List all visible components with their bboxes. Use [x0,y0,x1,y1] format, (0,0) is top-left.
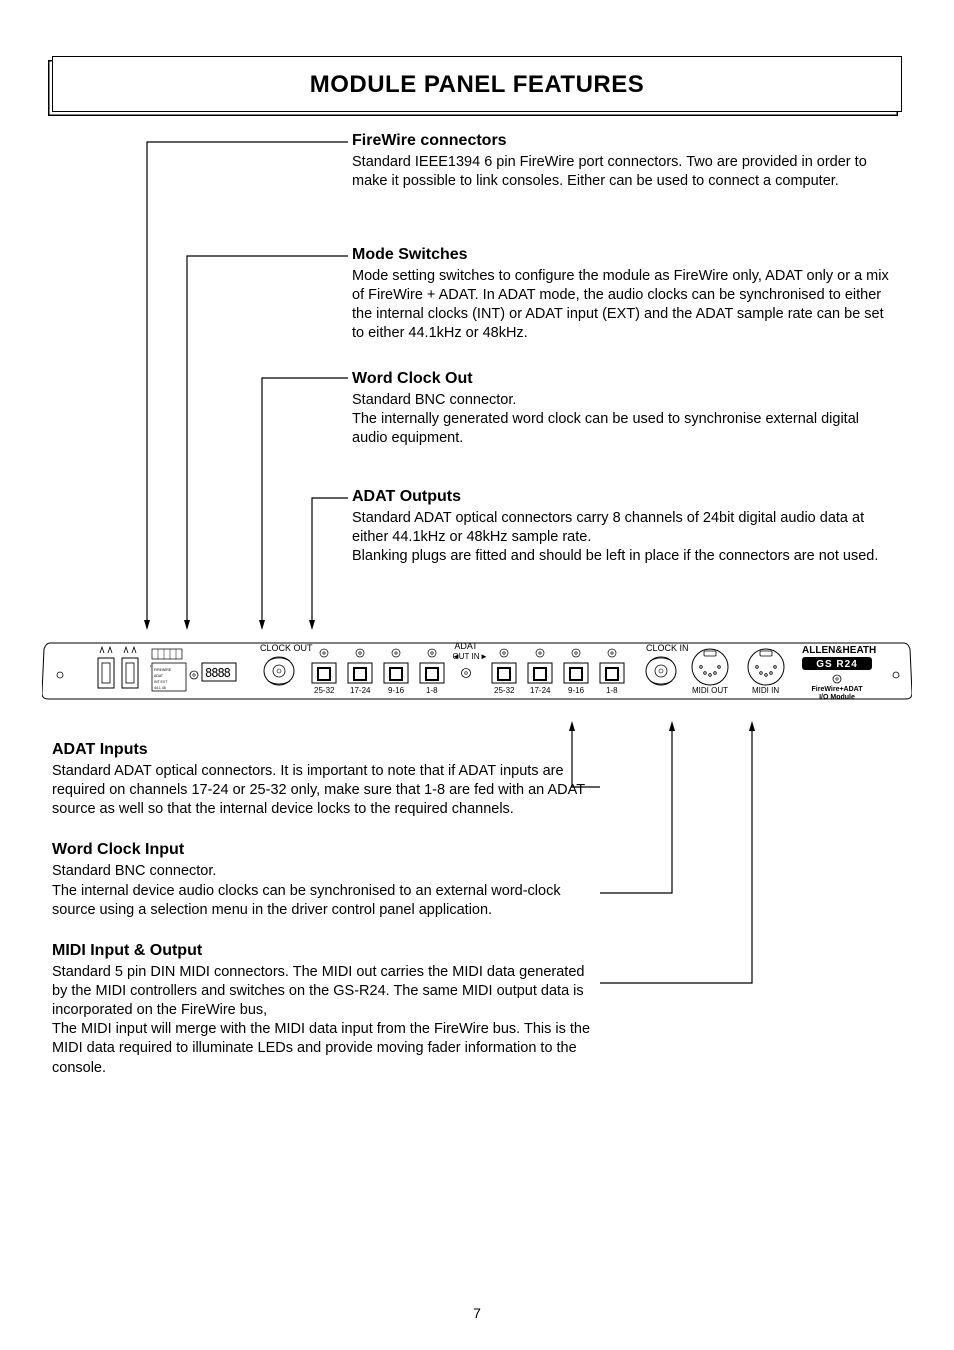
label-clock-out: CLOCK OUT [260,643,313,653]
svg-text:GS R24: GS R24 [816,659,858,670]
page-number: 7 [0,1304,954,1322]
body-midi-1: Standard 5 pin DIN MIDI connectors. The … [52,963,592,1020]
body-word-clock-out-2: The internally generated word clock can … [352,410,898,448]
section-firewire: FireWire connectors Standard IEEE1394 6 … [352,130,898,191]
section-word-clock-out: Word Clock Out Standard BNC connector. T… [352,368,898,448]
firewire-port-1-icon [98,647,114,688]
adat-in-group: 25-32 17-24 9-16 1-8 [492,649,624,695]
heading-word-clock-input: Word Clock Input [52,839,592,860]
brand-block: ALLEN&HEATH GS R24 FireWire+ADAT I/O Mod… [802,645,876,701]
body-word-clock-out-1: Standard BNC connector. [352,391,898,410]
svg-text:►: ► [480,652,488,661]
display-icon: 8888 [202,663,236,681]
body-adat-outputs-2: Blanking plugs are fitted and should be … [352,547,898,566]
section-midi-io: MIDI Input & Output Standard 5 pin DIN M… [52,940,592,1078]
lower-callout-area: ADAT Inputs Standard ADAT optical connec… [52,739,902,1078]
firewire-port-2-icon [122,647,138,688]
body-wci-2: The internal device audio clocks can be … [52,882,592,920]
upper-callout-area: FireWire connectors Standard IEEE1394 6 … [52,130,902,635]
heading-word-clock-out: Word Clock Out [352,368,898,389]
midi-out-din-icon [692,649,728,685]
svg-text:44.1 48: 44.1 48 [154,686,166,690]
adat-out-group: 25-32 17-24 9-16 1-8 [312,649,444,695]
body-wci-1: Standard BNC connector. [52,862,592,881]
clock-in-bnc-icon [646,657,676,685]
heading-firewire: FireWire connectors [352,130,898,151]
body-firewire: Standard IEEE1394 6 pin FireWire port co… [352,153,898,191]
page-title-bar: MODULE PANEL FEATURES [52,56,902,112]
body-mode-switches: Mode setting switches to configure the m… [352,267,898,344]
svg-text:1-8: 1-8 [426,686,438,695]
svg-text:FireWire+ADAT: FireWire+ADAT [812,686,864,693]
svg-text:ADAT: ADAT [154,674,164,678]
svg-text:9-16: 9-16 [388,686,405,695]
module-panel-diagram: 1 FIREWIRE ADAT INT EXT 44.1 48 8888 CLO… [42,635,912,713]
label-clock-in: CLOCK IN [646,643,689,653]
lower-text-column: ADAT Inputs Standard ADAT optical connec… [52,739,592,1078]
body-midi-2: The MIDI input will merge with the MIDI … [52,1020,592,1077]
body-adat-inputs: Standard ADAT optical connectors. It is … [52,762,592,819]
heading-midi-io: MIDI Input & Output [52,940,592,961]
section-adat-outputs: ADAT Outputs Standard ADAT optical conne… [352,486,898,566]
svg-text:ALLEN&HEATH: ALLEN&HEATH [802,645,876,656]
svg-text:1-8: 1-8 [606,686,618,695]
svg-text:25-32: 25-32 [314,686,335,695]
svg-text:25-32: 25-32 [494,686,515,695]
heading-adat-outputs: ADAT Outputs [352,486,898,507]
mode-switch-block-icon: 1 FIREWIRE ADAT INT EXT 44.1 48 [150,649,186,691]
section-word-clock-input: Word Clock Input Standard BNC connector.… [52,839,592,919]
upper-callout-lines [52,130,352,635]
page-title: MODULE PANEL FEATURES [310,71,645,98]
svg-text:INT EXT: INT EXT [154,680,168,684]
heading-mode-switches: Mode Switches [352,244,898,265]
label-midi-out: MIDI OUT [692,686,728,695]
label-adat: ADAT [454,641,478,651]
clock-out-bnc-icon [264,657,294,685]
svg-text:FIREWIRE: FIREWIRE [154,668,172,672]
svg-text:17-24: 17-24 [350,686,371,695]
body-adat-outputs-1: Standard ADAT optical connectors carry 8… [352,509,898,547]
heading-adat-inputs: ADAT Inputs [52,739,592,760]
section-adat-inputs: ADAT Inputs Standard ADAT optical connec… [52,739,592,819]
svg-text:9-16: 9-16 [568,686,585,695]
section-mode-switches: Mode Switches Mode setting switches to c… [352,244,898,344]
svg-text:OUT IN: OUT IN [453,652,480,661]
svg-text:17-24: 17-24 [530,686,551,695]
svg-text:I/O Module: I/O Module [819,694,855,701]
midi-in-din-icon [748,649,784,685]
svg-text:8888: 8888 [205,666,231,680]
label-midi-in: MIDI IN [752,686,779,695]
